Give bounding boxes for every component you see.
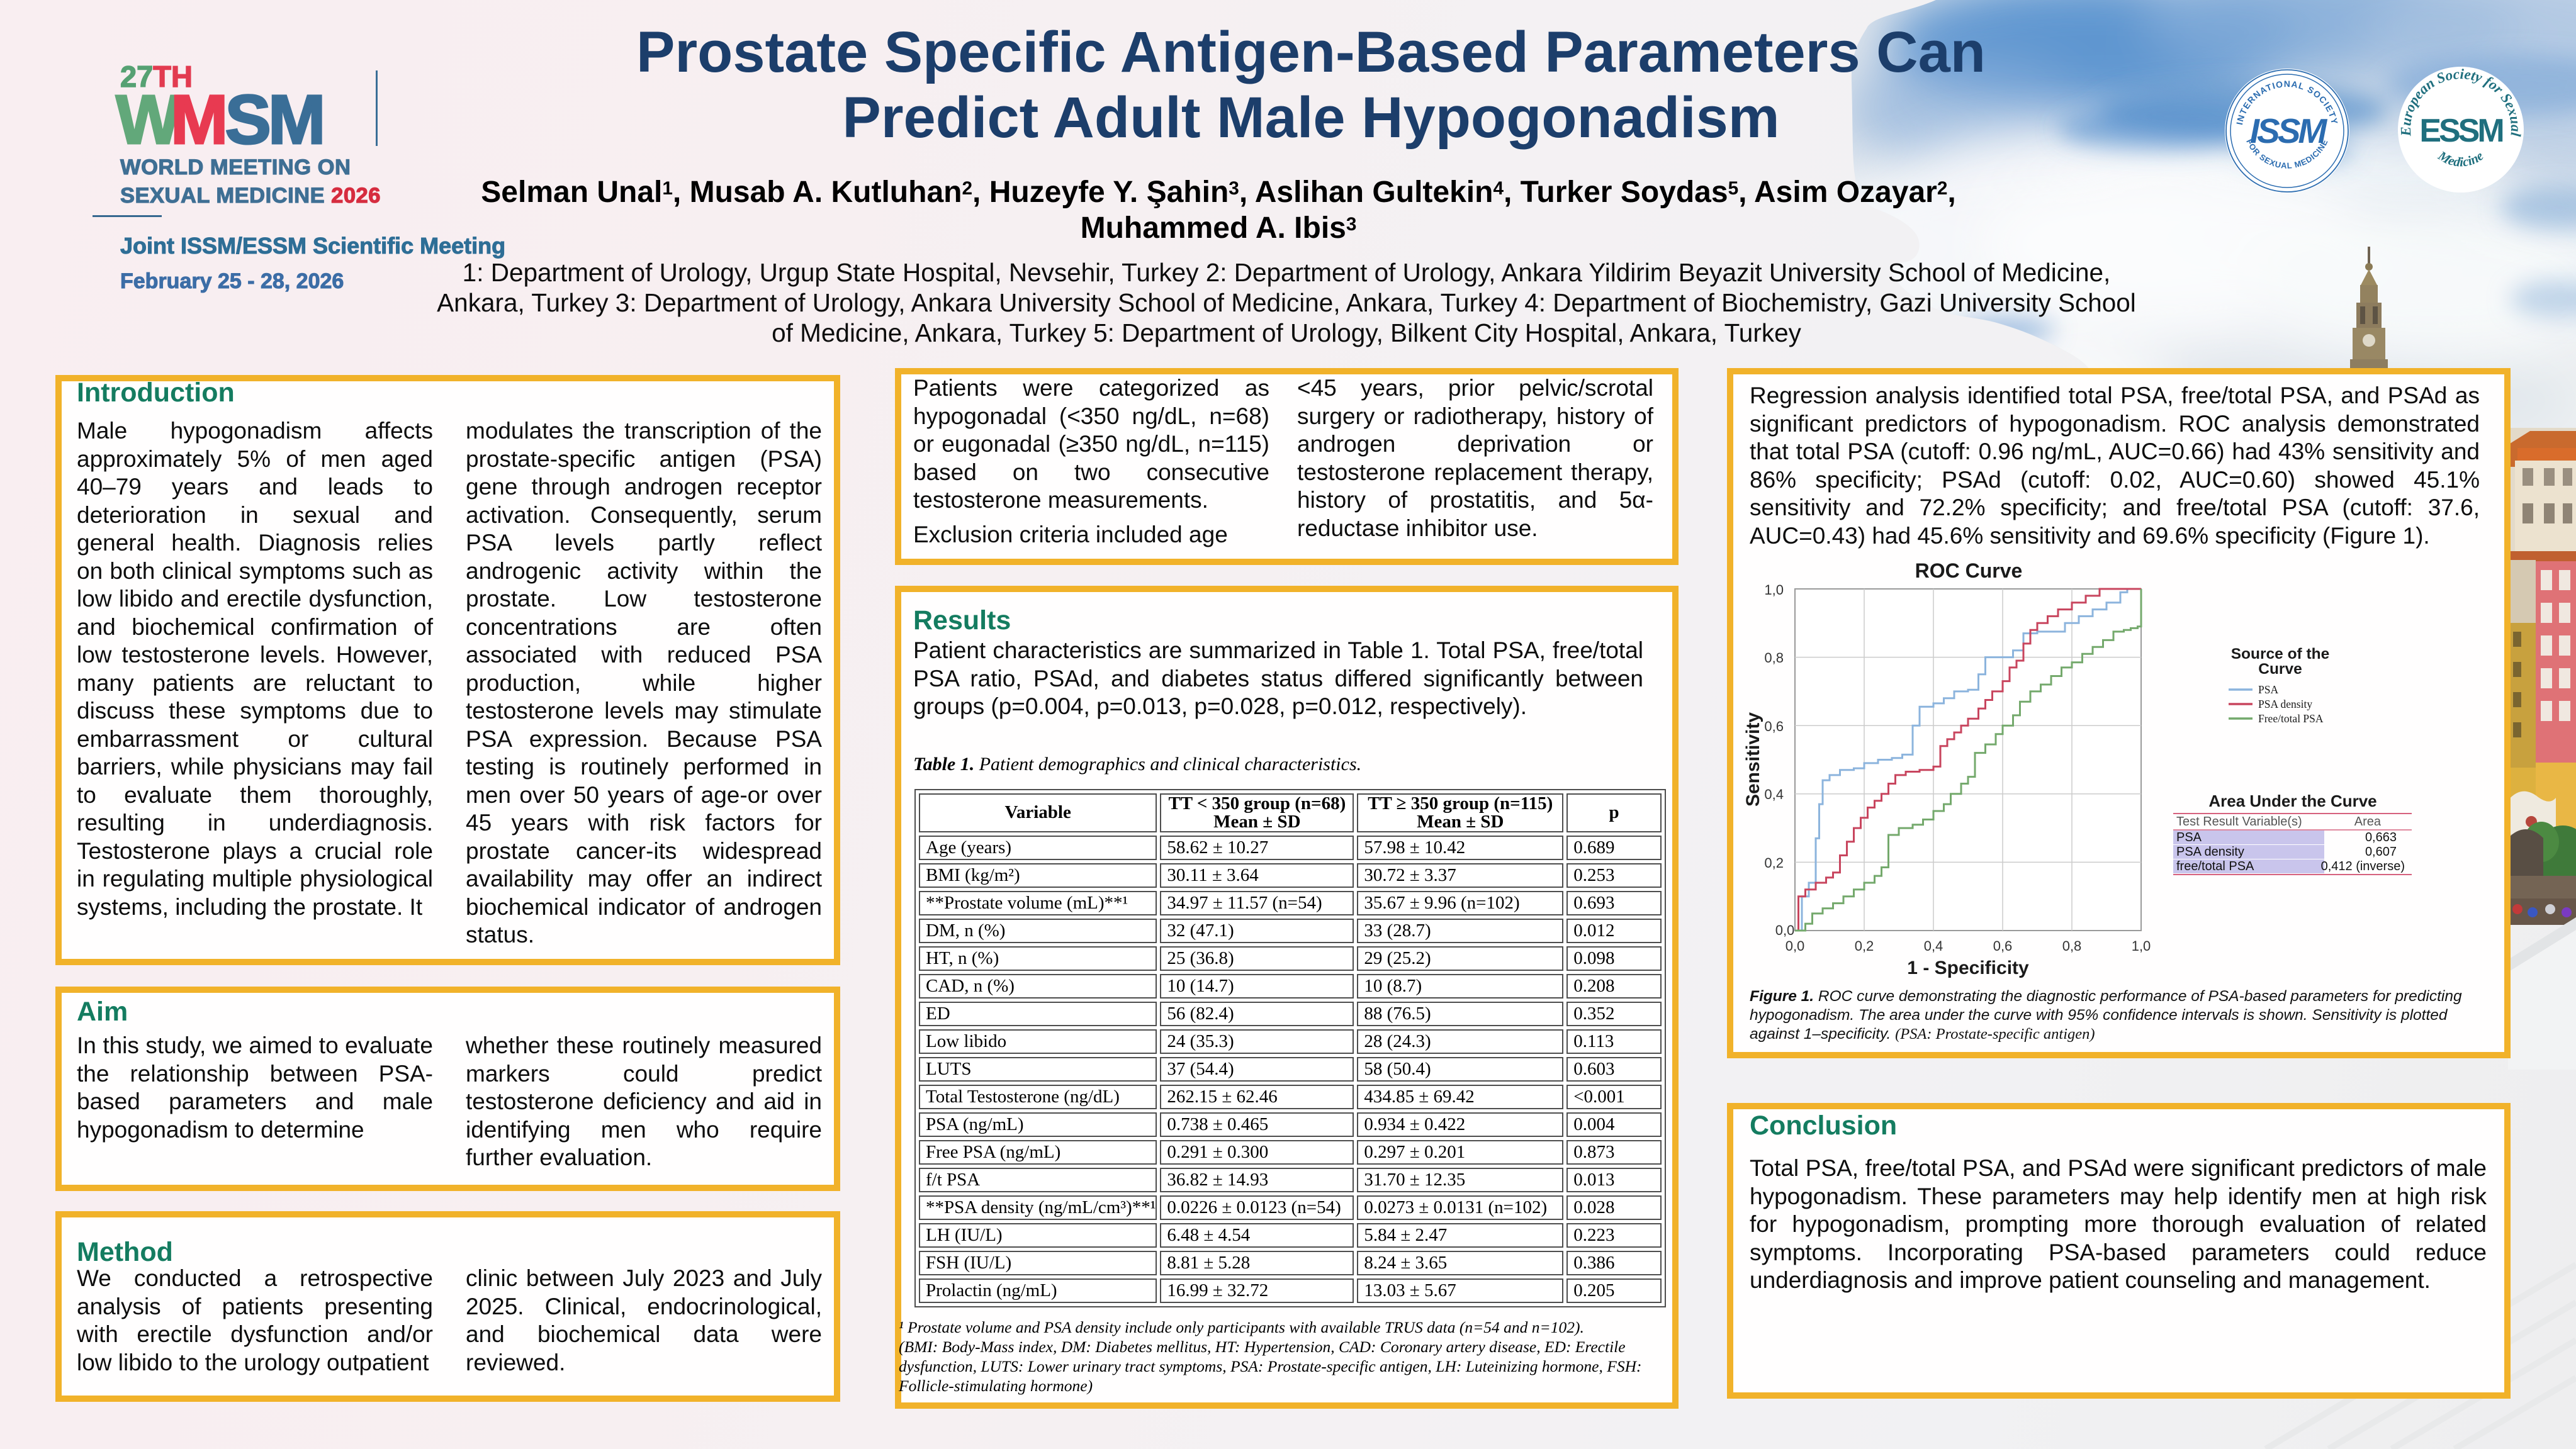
svg-text:0,0: 0,0 — [1775, 922, 1795, 938]
svg-text:0,6: 0,6 — [1993, 938, 2013, 954]
svg-text:PSA density: PSA density — [2176, 845, 2244, 859]
svg-text:0,8: 0,8 — [2062, 938, 2082, 954]
svg-text:0,6: 0,6 — [1764, 719, 1784, 734]
svg-text:free/total PSA: free/total PSA — [2176, 859, 2254, 873]
svg-text:Curve: Curve — [2258, 661, 2302, 678]
svg-text:1,0: 1,0 — [2132, 938, 2151, 954]
svg-text:ROC Curve: ROC Curve — [1915, 559, 2023, 582]
svg-text:Area Under the Curve: Area Under the Curve — [2208, 792, 2376, 810]
svg-text:0,412 (inverse): 0,412 (inverse) — [2321, 859, 2405, 873]
svg-text:0,8: 0,8 — [1764, 650, 1784, 666]
svg-text:ISSM: ISSM — [2250, 111, 2328, 150]
svg-text:0,4: 0,4 — [1924, 938, 1943, 954]
svg-text:PSA density: PSA density — [2258, 698, 2312, 710]
svg-text:0,4: 0,4 — [1764, 786, 1784, 802]
svg-text:Area: Area — [2354, 815, 2382, 829]
svg-text:Free/total PSA: Free/total PSA — [2258, 712, 2324, 725]
svg-text:0,2: 0,2 — [1855, 938, 1874, 954]
svg-text:Sensitivity: Sensitivity — [1743, 712, 1763, 807]
svg-text:Source of the: Source of the — [2231, 646, 2330, 663]
svg-text:0,607: 0,607 — [2365, 845, 2397, 859]
svg-text:0,663: 0,663 — [2365, 831, 2397, 844]
svg-text:PSA: PSA — [2176, 831, 2202, 844]
svg-text:1,0: 1,0 — [1764, 582, 1784, 598]
svg-text:1 - Specificity: 1 - Specificity — [1907, 958, 2029, 978]
svg-text:Test Result Variable(s): Test Result Variable(s) — [2176, 815, 2302, 829]
svg-text:ESSM: ESSM — [2419, 113, 2502, 149]
svg-text:0,2: 0,2 — [1764, 855, 1784, 871]
svg-text:PSA: PSA — [2258, 683, 2278, 696]
svg-text:0,0: 0,0 — [1786, 938, 1805, 954]
